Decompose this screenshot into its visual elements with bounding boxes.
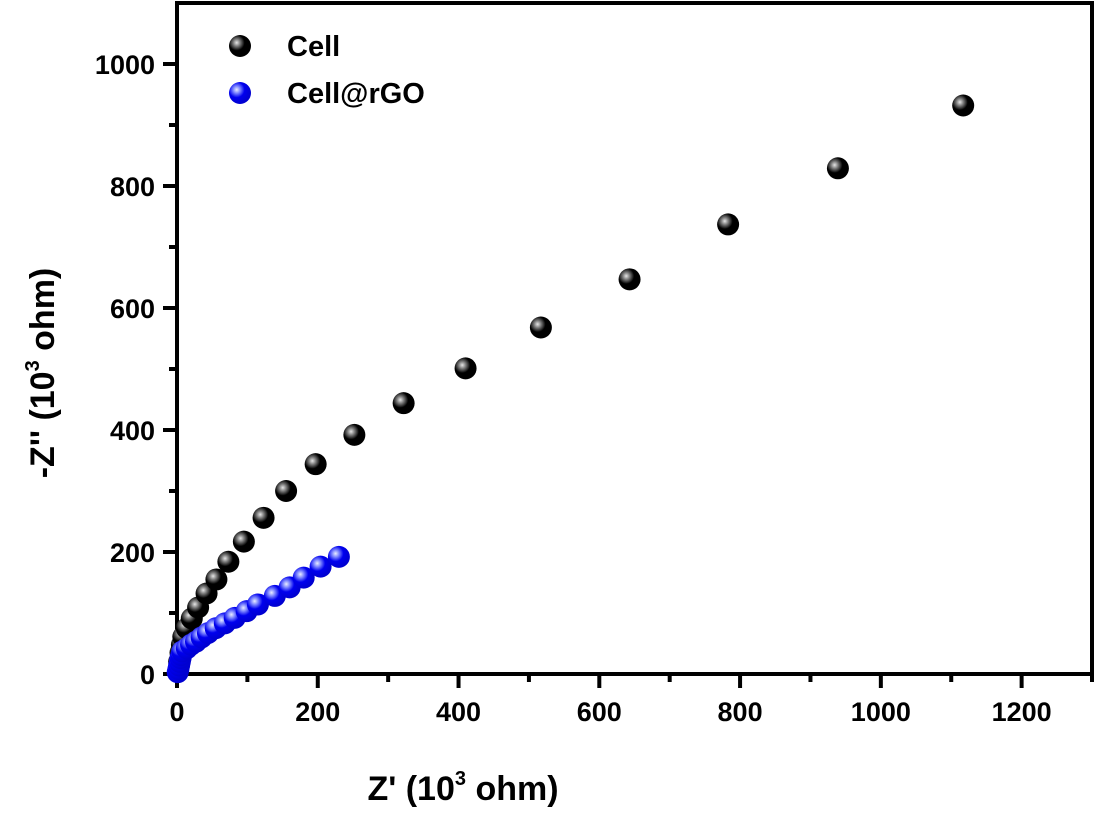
legend-label-cell: Cell [287, 31, 340, 63]
data-point [529, 316, 552, 339]
legend-marker-cell-rgo [229, 82, 251, 104]
data-point [205, 568, 228, 591]
data-point [217, 550, 240, 573]
data-point [343, 423, 366, 446]
data-point [392, 392, 415, 415]
x-tick-label: 1000 [851, 697, 911, 727]
plot-border [175, 1, 1094, 676]
data-point [717, 213, 740, 236]
data-point [454, 357, 477, 380]
data-point [275, 480, 298, 502]
data-point [252, 506, 275, 529]
y-tick-label: 200 [110, 538, 155, 568]
x-tick-label: 800 [718, 697, 763, 727]
y-tick-label: 0 [140, 660, 155, 690]
data-point [952, 94, 975, 117]
x-axis-ticks: 0 200 400 600 800 1000 1200 [169, 674, 1094, 727]
data-points [166, 94, 975, 684]
y-axis-ticks: 0 200 400 600 800 1000 [95, 50, 177, 690]
data-point [826, 157, 849, 180]
data-point [292, 566, 315, 589]
y-tick-label: 1000 [95, 50, 155, 80]
plot-frame [175, 1, 1094, 676]
x-tick-label: 0 [169, 697, 184, 727]
x-tick-label: 400 [436, 697, 481, 727]
data-point [246, 593, 269, 616]
data-point [309, 555, 332, 578]
x-tick-label: 1200 [992, 697, 1052, 727]
legend-marker-cell [229, 35, 251, 57]
y-axis-title: -Z'' (103 ohm) [22, 268, 62, 479]
data-point [618, 268, 641, 291]
legend: Cell Cell@rGO [229, 31, 425, 110]
y-tick-label: 600 [110, 294, 155, 324]
data-point [232, 530, 255, 553]
x-tick-label: 600 [577, 697, 622, 727]
data-point [327, 545, 350, 568]
series-cell-rgo [166, 545, 350, 684]
data-point [304, 453, 327, 476]
legend-label-cell-rgo: Cell@rGO [287, 78, 425, 110]
x-tick-label: 200 [295, 697, 340, 727]
y-tick-label: 800 [110, 172, 155, 202]
y-tick-label: 400 [110, 416, 155, 446]
x-axis-title: Z' (103 ohm) [367, 768, 558, 808]
